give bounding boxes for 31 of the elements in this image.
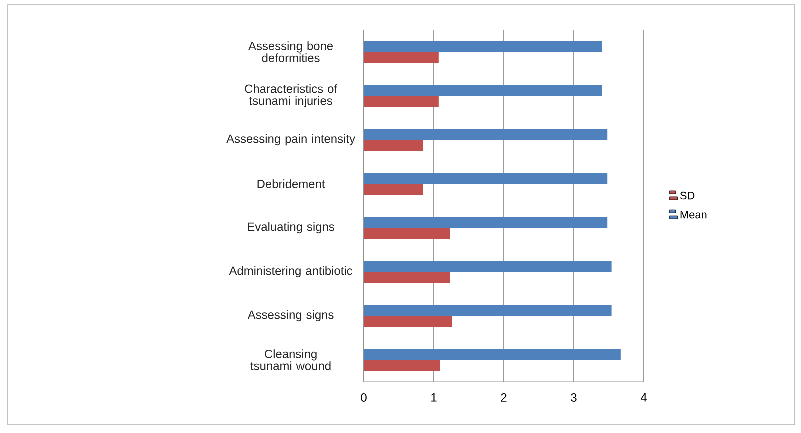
bar [364,228,450,239]
bar [364,129,608,140]
x-tick-label: 0 [361,394,367,402]
x-tick-label: 1 [432,394,437,402]
bar [364,172,608,184]
bar [364,41,602,52]
legend-label: SD [680,192,695,200]
bar [364,140,424,151]
bar [364,304,612,316]
y-tick-label: Assessing pain intensity [226,134,356,146]
y-tick-label: Characteristics of tsunami injuries [245,84,338,108]
bar [364,52,439,63]
bar [364,316,452,327]
bar [364,260,612,272]
y-tick-label: Debridement [258,180,326,188]
bar [364,96,439,107]
x-tick-label: 3 [571,394,577,402]
bar [364,348,621,360]
bar [364,360,440,371]
y-tick-label: Administering antibiotic [229,266,352,278]
bar [364,85,602,96]
legend-label: Mean [680,211,707,219]
y-tick-label: Cleansing tsunami wound [250,350,331,370]
bar [364,272,450,283]
bar [364,184,424,195]
x-tick-label: 2 [501,394,507,402]
x-tick-label: 4 [640,394,647,402]
y-tick-label: Assessing signs [248,310,334,322]
y-tick-label: Evaluating signs [248,222,334,234]
bar [364,216,608,228]
y-tick-label: Assessing bone deformities [248,42,334,62]
